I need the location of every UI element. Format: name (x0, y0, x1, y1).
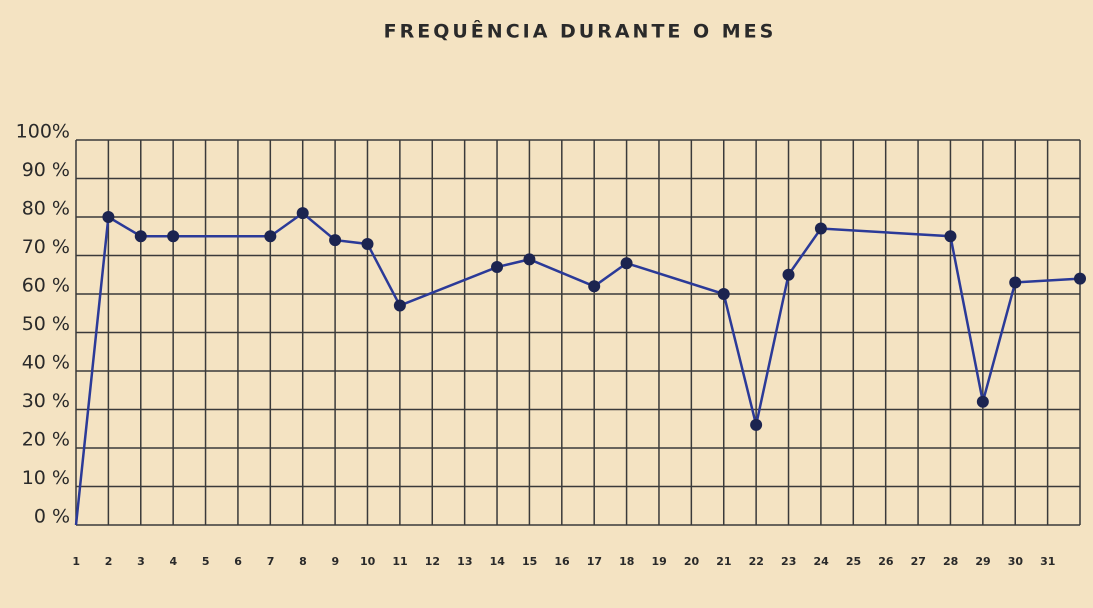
y-tick-label: 30 % (22, 390, 70, 412)
x-tick-label: 10 (360, 555, 376, 568)
x-tick-label: 7 (267, 555, 275, 568)
data-point (976, 395, 989, 408)
x-tick-label: 13 (457, 555, 472, 568)
data-point (296, 207, 309, 220)
y-tick-label: 20 % (22, 429, 70, 451)
x-tick-label: 28 (943, 555, 958, 568)
x-tick-label: 23 (781, 555, 796, 568)
data-point (491, 261, 504, 274)
x-tick-label: 27 (911, 555, 926, 568)
x-tick-label: 20 (684, 555, 700, 568)
x-tick-label: 19 (652, 555, 667, 568)
data-point (588, 280, 601, 293)
x-tick-label: 15 (522, 555, 537, 568)
data-point (393, 299, 406, 312)
data-point (717, 288, 730, 300)
data-point (620, 257, 633, 270)
data-point (523, 253, 536, 266)
x-tick-label: 5 (202, 555, 210, 568)
y-tick-label: 0 % (34, 506, 70, 528)
x-tick-label: 1 (72, 555, 80, 568)
y-tick-label: 80 % (22, 198, 70, 220)
y-tick-label: 10 % (22, 467, 70, 489)
x-tick-label: 14 (490, 555, 506, 568)
x-tick-label: 22 (749, 555, 764, 568)
x-tick-label: 8 (299, 555, 307, 568)
x-tick-label: 25 (846, 555, 861, 568)
y-tick-label: 60 % (22, 275, 70, 297)
data-point (167, 230, 180, 243)
data-point (782, 268, 795, 281)
data-point (361, 237, 374, 250)
x-tick-label: 12 (425, 555, 440, 568)
x-tick-label: 26 (878, 555, 894, 568)
data-point (750, 418, 763, 431)
x-tick-label: 4 (170, 555, 178, 568)
x-tick-label: 24 (813, 555, 829, 568)
x-tick-label: 3 (137, 555, 145, 568)
y-tick-label: 90 % (22, 159, 70, 181)
x-tick-label: 11 (392, 555, 407, 568)
data-point (1009, 276, 1022, 289)
y-tick-label: 50 % (22, 313, 70, 335)
x-tick-label: 6 (234, 555, 242, 568)
x-tick-label: 21 (716, 555, 731, 568)
y-tick-label: 100% (16, 121, 70, 143)
x-tick-label: 29 (975, 555, 990, 568)
x-tick-label: 31 (1040, 555, 1055, 568)
data-point (102, 211, 115, 223)
y-tick-label: 40 % (22, 352, 70, 374)
y-tick-label: 70 % (22, 236, 70, 258)
x-tick-label: 2 (105, 555, 113, 568)
x-tick-label: 30 (1008, 555, 1024, 568)
chart-title: FREQUÊNCIA DURANTE O MES (384, 20, 777, 43)
data-point (329, 234, 342, 247)
x-tick-label: 16 (554, 555, 570, 568)
data-point (944, 230, 957, 243)
x-tick-label: 18 (619, 555, 634, 568)
x-tick-label: 17 (587, 555, 602, 568)
data-point (264, 230, 277, 243)
x-tick-label: 9 (331, 555, 339, 568)
data-point (1074, 272, 1086, 285)
data-point (134, 230, 147, 243)
data-point (814, 222, 827, 235)
